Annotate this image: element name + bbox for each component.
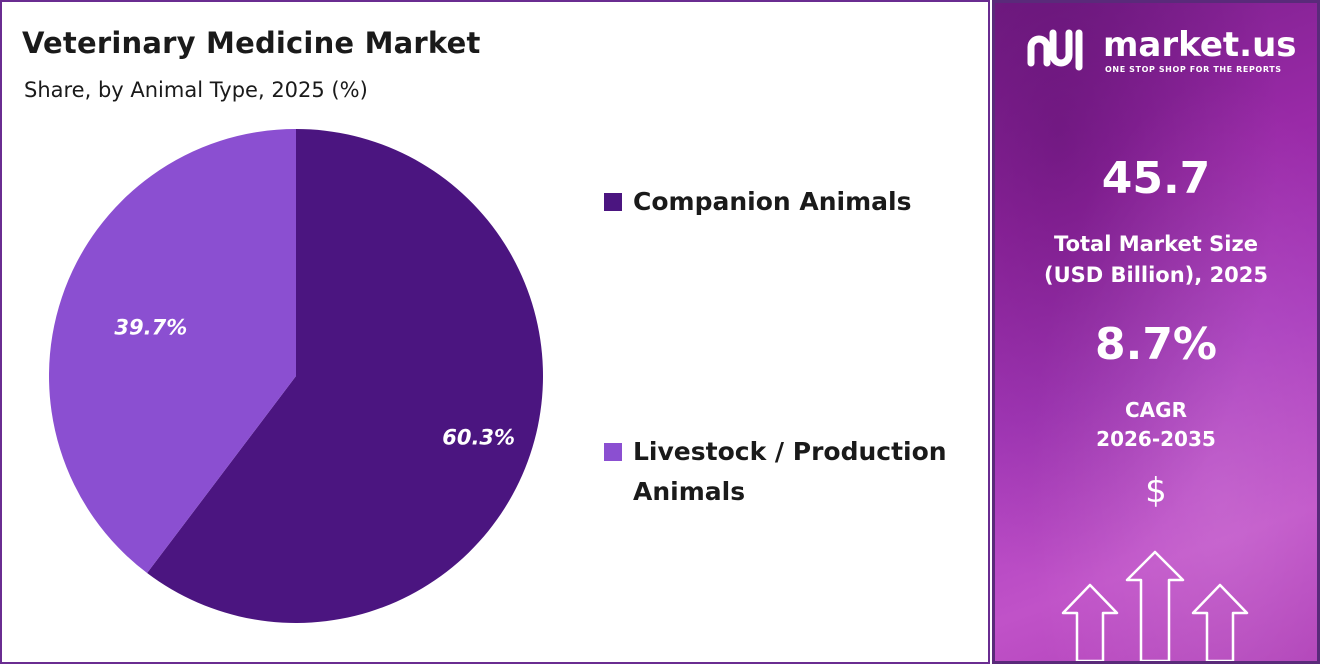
brand-tagline: ONE STOP SHOP FOR THE REPORTS — [1105, 65, 1282, 74]
legend-label: Companion Animals — [633, 187, 912, 216]
dollar-icon: $ — [1145, 471, 1167, 511]
stats-panel: market.us ONE STOP SHOP FOR THE REPORTS … — [992, 0, 1320, 664]
brand-name: market.us — [1103, 25, 1297, 65]
market-size-value: 45.7 — [1101, 153, 1211, 204]
cagr-label-line2: 2026-2035 — [1096, 427, 1216, 451]
legend-swatch — [604, 443, 622, 461]
brand-logo: market.us ONE STOP SHOP FOR THE REPORTS — [1025, 25, 1305, 81]
pie-data-label: 39.7% — [114, 315, 187, 339]
pie-chart: 60.3% 39.7% — [48, 129, 543, 624]
legend-item-livestock: Livestock / Production Animals — [604, 432, 963, 512]
chart-panel: Veterinary Medicine Market Share, by Ani… — [0, 0, 990, 664]
cagr-label-line1: CAGR — [1125, 398, 1187, 422]
legend-label: Livestock / Production Animals — [633, 437, 947, 506]
legend-swatch — [604, 193, 622, 211]
market-us-logo-icon — [1027, 29, 1083, 71]
pie-data-label: 60.3% — [442, 425, 515, 449]
growth-arrows-icon — [1061, 550, 1249, 661]
cagr-value: 8.7% — [1094, 319, 1218, 370]
chart-subtitle: Share, by Animal Type, 2025 (%) — [24, 78, 368, 102]
pie-slice-livestock-production-animals — [48, 129, 297, 574]
market-size-label-line1: Total Market Size — [1054, 232, 1258, 256]
legend-item-companion: Companion Animals — [604, 182, 963, 222]
pie-slice-companion-animals — [147, 129, 543, 624]
market-size-label-line2: (USD Billion), 2025 — [1043, 263, 1269, 287]
chart-title: Veterinary Medicine Market — [22, 26, 481, 60]
